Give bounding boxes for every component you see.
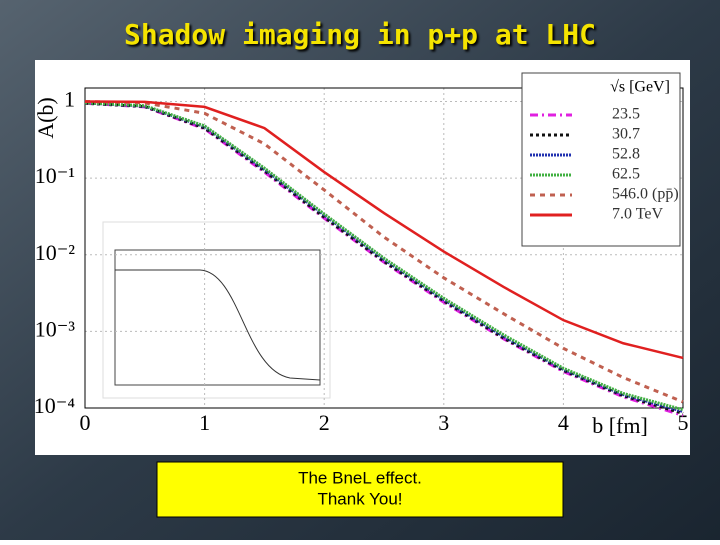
x-tick-label: 3 [438, 410, 449, 435]
legend-box [521, 72, 681, 247]
caption-line: Thank You! [317, 489, 402, 508]
inset-frame [114, 249, 321, 386]
series-line [84, 101, 684, 412]
legend-label: 62.5 [612, 166, 640, 183]
inset [102, 221, 331, 399]
legend-label: 30.7 [612, 126, 640, 143]
series-line [84, 99, 684, 404]
x-axis-label: b [fm] [592, 413, 648, 438]
x-tick-label: 5 [678, 410, 689, 435]
inset-curve [115, 269, 321, 381]
axes-frame [84, 87, 684, 409]
y-tick-label: 1 [64, 87, 75, 112]
legend-label: 546.0 (pp̄) [612, 186, 679, 203]
x-tick-label: 2 [319, 410, 330, 435]
legend-label: 7.0 TeV [612, 206, 663, 223]
legend-label: 23.5 [612, 106, 640, 123]
y-tick-label: 10⁻³ [35, 316, 76, 341]
x-tick-label: 4 [558, 410, 569, 435]
y-tick-label: 10⁻² [35, 240, 76, 265]
caption-line: The BneL effect. [298, 468, 422, 487]
legend-title: √s [GeV] [610, 79, 670, 96]
x-tick-label: 0 [80, 410, 91, 435]
y-axis-label: A(b) [33, 97, 58, 139]
slide-title: Shadow imaging in p+p at LHC [124, 18, 596, 51]
series-line [84, 100, 684, 360]
y-tick-label: 10⁻¹ [35, 163, 75, 188]
caption-box [156, 461, 564, 518]
x-tick-label: 1 [199, 410, 210, 435]
legend-label: 52.8 [612, 146, 640, 163]
y-tick-label: 10⁻⁴ [34, 393, 76, 418]
